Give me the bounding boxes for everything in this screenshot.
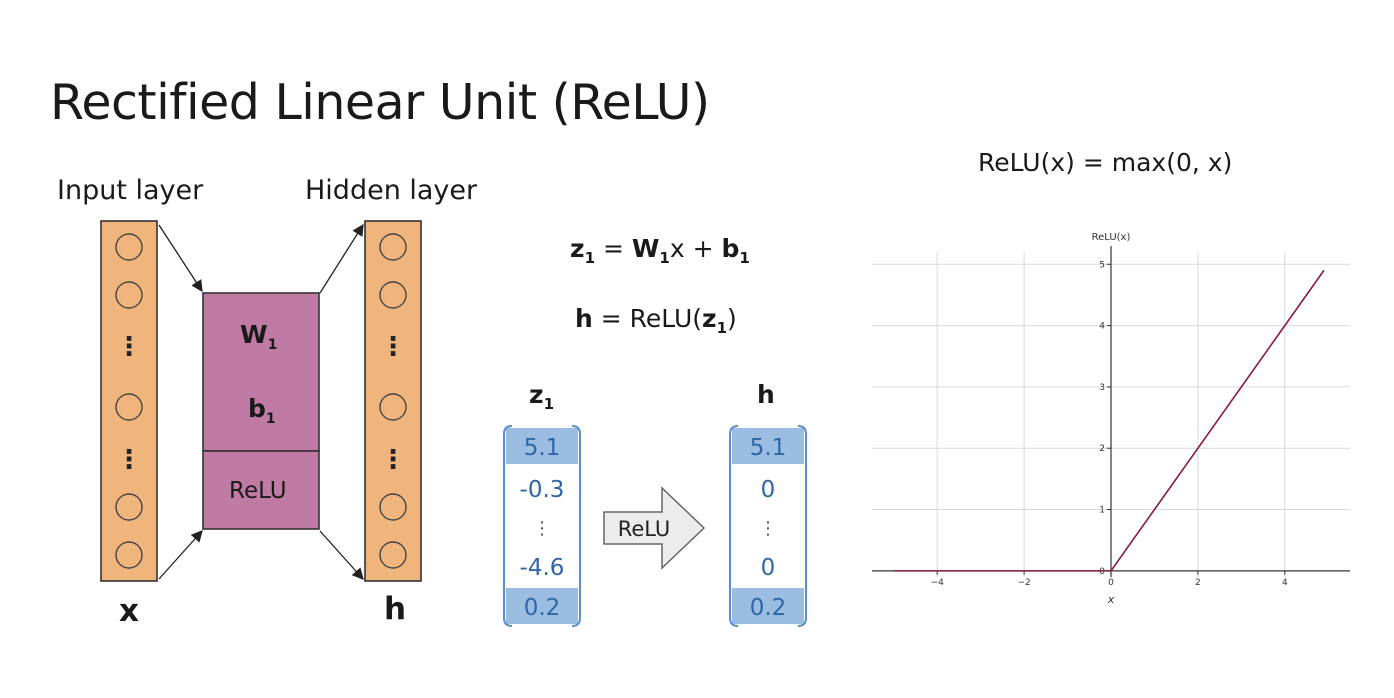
x-tick-label: 2 (1195, 578, 1201, 588)
z-highlight-bottom (506, 588, 578, 624)
hidden-neuron (379, 393, 407, 421)
input-neuron (115, 393, 143, 421)
hidden-neuron (379, 493, 407, 521)
z-vector-label: z1 (529, 380, 554, 413)
relu-block (202, 450, 320, 530)
relu-chart: −4 −2 0 2 4 0 1 2 3 4 5 x ReLU(x) (872, 232, 1350, 606)
h-value: 5.1 (750, 435, 787, 461)
hidden-neuron (379, 233, 407, 261)
z-right-bracket (571, 425, 581, 627)
z-value: -4.6 (520, 555, 565, 581)
hidden-neuron (379, 541, 407, 569)
arrow (158, 530, 203, 580)
input-ellipsis: ⋮ (116, 332, 142, 362)
network-diagram: ⋮ ⋮ ⋮ ⋮ (100, 220, 422, 582)
x-tick-label: 0 (1108, 578, 1114, 588)
input-neuron (115, 233, 143, 261)
z-left-bracket (503, 425, 513, 627)
x-tick-label: −4 (931, 578, 945, 588)
arrow (319, 223, 364, 294)
hidden-neuron (379, 281, 407, 309)
hidden-layer-column (364, 220, 422, 582)
relu-arrow-label: ReLU (618, 517, 671, 541)
h-highlight-top (732, 428, 804, 464)
x-tick-label: 4 (1282, 578, 1288, 588)
h-value: 0 (761, 555, 776, 581)
hidden-ellipsis: ⋮ (380, 332, 406, 362)
arrow (158, 224, 203, 293)
arrow (319, 530, 364, 580)
relu-block-arrow (603, 486, 706, 570)
linear-equation: z1 = W1x + b1 (570, 234, 750, 267)
y-tick-label: 4 (1099, 322, 1105, 332)
h-right-bracket (797, 425, 807, 627)
y-tick-label: 2 (1099, 444, 1105, 454)
input-neuron (115, 281, 143, 309)
z-highlight-top (506, 428, 578, 464)
hidden-ellipsis: ⋮ (380, 445, 406, 475)
h-value: ⋮ (759, 518, 777, 539)
weights-bias-block (202, 292, 320, 452)
relu-line (893, 269, 1325, 572)
y-tick-label: 3 (1099, 383, 1105, 393)
x-tick-label: −2 (1017, 578, 1030, 588)
relu-block-label: ReLU (229, 478, 287, 504)
h-value: 0.2 (750, 595, 787, 621)
z-value: 5.1 (524, 435, 561, 461)
input-ellipsis: ⋮ (116, 445, 142, 475)
relu-equation: h = ReLU(z1) (575, 304, 737, 337)
y-tick-label: 5 (1099, 260, 1105, 270)
h-left-bracket (729, 425, 739, 627)
y-tick-label: 1 (1099, 506, 1105, 516)
z-value: ⋮ (533, 518, 551, 539)
vector-transform: 5.1 -0.3 ⋮ -4.6 0.2 ReLU 5.1 0 ⋮ 0 0.2 (503, 425, 807, 627)
bias-label: b1 (248, 394, 276, 427)
h-vector-label: h (757, 380, 775, 409)
input-layer-column (100, 220, 158, 582)
h-value: 0 (761, 477, 776, 503)
input-variable: x (119, 593, 139, 629)
input-neuron (115, 541, 143, 569)
input-layer-label: Input layer (57, 175, 204, 206)
h-highlight-bottom (732, 588, 804, 624)
z-value: -0.3 (520, 477, 565, 503)
input-neuron (115, 493, 143, 521)
weights-label: W1 (240, 320, 278, 353)
hidden-layer-label: Hidden layer (305, 175, 478, 206)
y-axis-label: ReLU(x) (1092, 232, 1131, 243)
slide-title: Rectified Linear Unit (ReLU) (50, 74, 710, 131)
x-axis-label: x (1107, 593, 1115, 606)
relu-formula: ReLU(x) = max(0, x) (978, 148, 1233, 177)
z-value: 0.2 (524, 595, 561, 621)
hidden-variable: h (384, 591, 407, 627)
y-tick-label: 0 (1099, 567, 1105, 577)
